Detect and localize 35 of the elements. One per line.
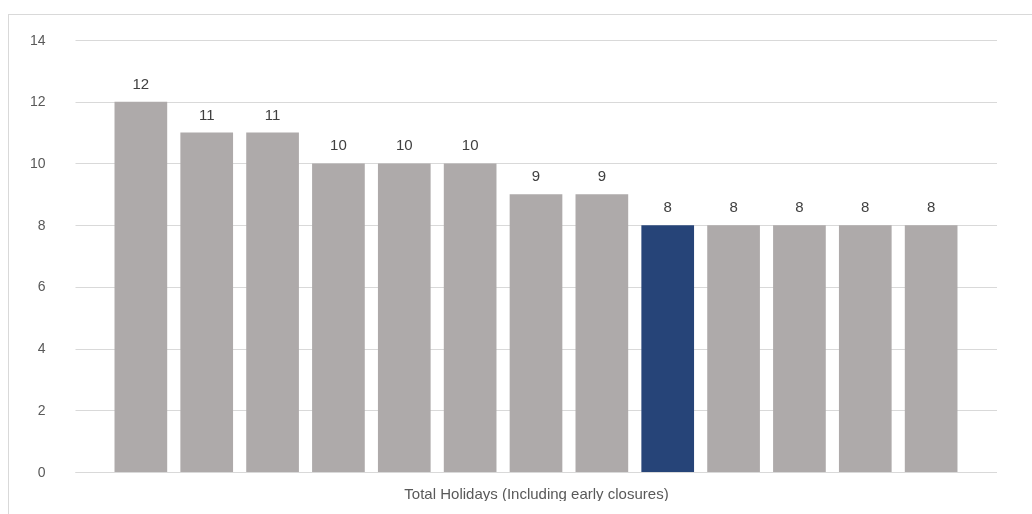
- data-label: 10: [330, 136, 347, 154]
- bar: [575, 194, 629, 472]
- bar: [377, 163, 431, 472]
- x-axis-title: Total Holidays (Including early closures): [404, 484, 669, 502]
- y-tick-label: 8: [37, 216, 46, 233]
- y-tick-label: 14: [29, 31, 46, 48]
- data-label: 12: [132, 74, 150, 92]
- bar: [707, 225, 760, 472]
- data-label: 8: [729, 198, 738, 216]
- bar: [443, 163, 497, 472]
- data-label: 10: [395, 136, 413, 154]
- y-tick-label: 4: [37, 340, 46, 357]
- bar: [641, 225, 695, 472]
- y-tick-label: 10: [29, 154, 46, 171]
- y-tick-label: 2: [37, 401, 46, 418]
- data-label: 9: [597, 167, 607, 185]
- bar: [838, 225, 892, 472]
- bar: [246, 132, 299, 472]
- bar: [904, 225, 958, 472]
- data-label: 8: [861, 198, 870, 216]
- data-label: 9: [531, 167, 541, 185]
- y-tick-label: 6: [37, 278, 46, 295]
- data-label: 11: [198, 105, 215, 123]
- data-label: 10: [461, 136, 479, 154]
- data-label: 11: [264, 105, 281, 123]
- y-tick-label: 0: [37, 463, 46, 480]
- bar: [114, 101, 168, 472]
- data-label: 8: [795, 198, 804, 216]
- data-label: 8: [926, 198, 936, 216]
- bar: [180, 132, 234, 472]
- bar: [312, 163, 365, 472]
- y-tick-label: 12: [29, 93, 46, 110]
- bar: [509, 194, 563, 472]
- bar: [773, 225, 826, 472]
- data-label: 8: [663, 198, 672, 216]
